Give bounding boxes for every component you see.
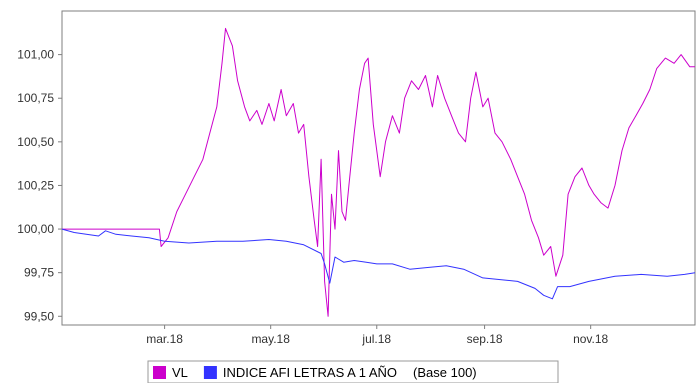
series-line-indice-afi (61, 228, 696, 300)
y-tick-label: 101,00 (17, 48, 54, 62)
x-tick-label: mar.18 (146, 332, 183, 346)
series-line-vl (62, 27, 695, 317)
x-tick-label: jul.18 (361, 332, 391, 346)
x-tick-label: sep.18 (467, 332, 503, 346)
plot-frame (61, 10, 696, 326)
y-tick-label: 100,50 (17, 135, 54, 149)
legend-swatch (203, 366, 217, 379)
legend: VL INDICE AFI LETRAS A 1 AÑO (Base 100) (147, 360, 559, 383)
x-tick-label: may.18 (251, 332, 290, 346)
y-tick-label: 100,75 (17, 91, 54, 105)
legend-swatch (153, 366, 166, 379)
legend-base-note: (Base 100) (413, 365, 477, 380)
y-tick-label: 100,25 (17, 178, 54, 192)
y-tick-label: 99,50 (24, 309, 54, 323)
y-tick-label: 99,75 (24, 266, 54, 280)
legend-label: VL (172, 365, 188, 380)
y-axis: 101,00 100,75 100,50 100,25 100,00 99,75 99,50 (17, 48, 62, 323)
x-axis: mar.18 may.18 jul.18 sep.18 nov.18 (146, 325, 609, 346)
legend-box (147, 360, 559, 383)
legend-label: INDICE AFI LETRAS A 1 AÑO (223, 365, 397, 380)
y-tick-label: 100,00 (17, 222, 54, 236)
x-tick-label: nov.18 (573, 332, 608, 346)
